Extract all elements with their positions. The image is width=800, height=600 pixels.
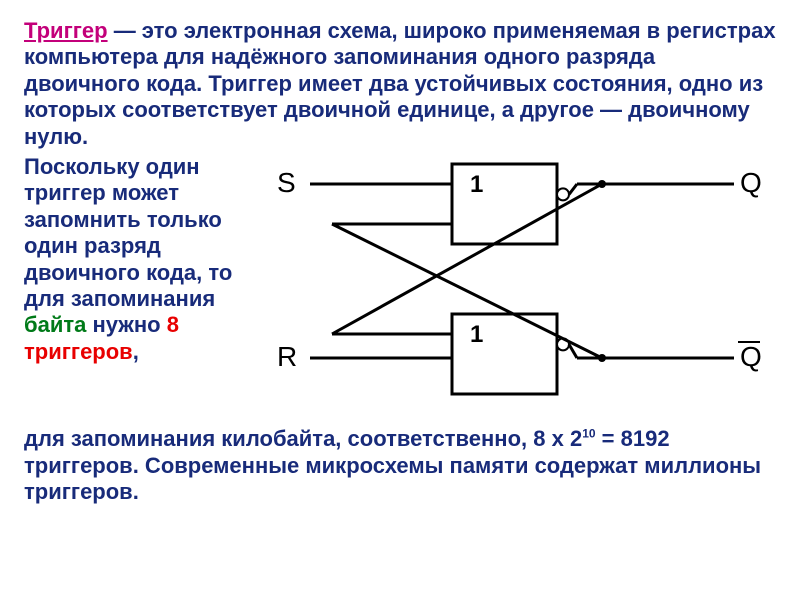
svg-text:S: S xyxy=(277,167,296,198)
left-post: , xyxy=(133,339,139,364)
bottom-exp: 10 xyxy=(582,427,595,441)
left-paragraph: Поскольку один триггер может запомнить т… xyxy=(24,154,262,420)
svg-text:Q: Q xyxy=(740,341,762,372)
left-mid: нужно xyxy=(86,312,166,337)
svg-text:Q: Q xyxy=(740,167,762,198)
svg-text:1: 1 xyxy=(470,171,483,198)
bottom-paragraph: для запоминания килобайта, соответственн… xyxy=(24,426,776,505)
definition-paragraph: Триггер — это электронная схема, широко … xyxy=(24,18,776,150)
rs-trigger-diagram: 1 1 S R Q Q xyxy=(262,154,776,420)
bottom-pre: для запоминания килобайта, соответственн… xyxy=(24,426,582,451)
svg-text:R: R xyxy=(277,341,297,372)
left-pre: Поскольку один триггер может запомнить т… xyxy=(24,154,232,311)
svg-text:1: 1 xyxy=(470,321,483,348)
definition-text: — это электронная схема, широко применяе… xyxy=(24,18,776,149)
title-word: Триггер xyxy=(24,18,108,43)
byte-word: байта xyxy=(24,312,86,337)
